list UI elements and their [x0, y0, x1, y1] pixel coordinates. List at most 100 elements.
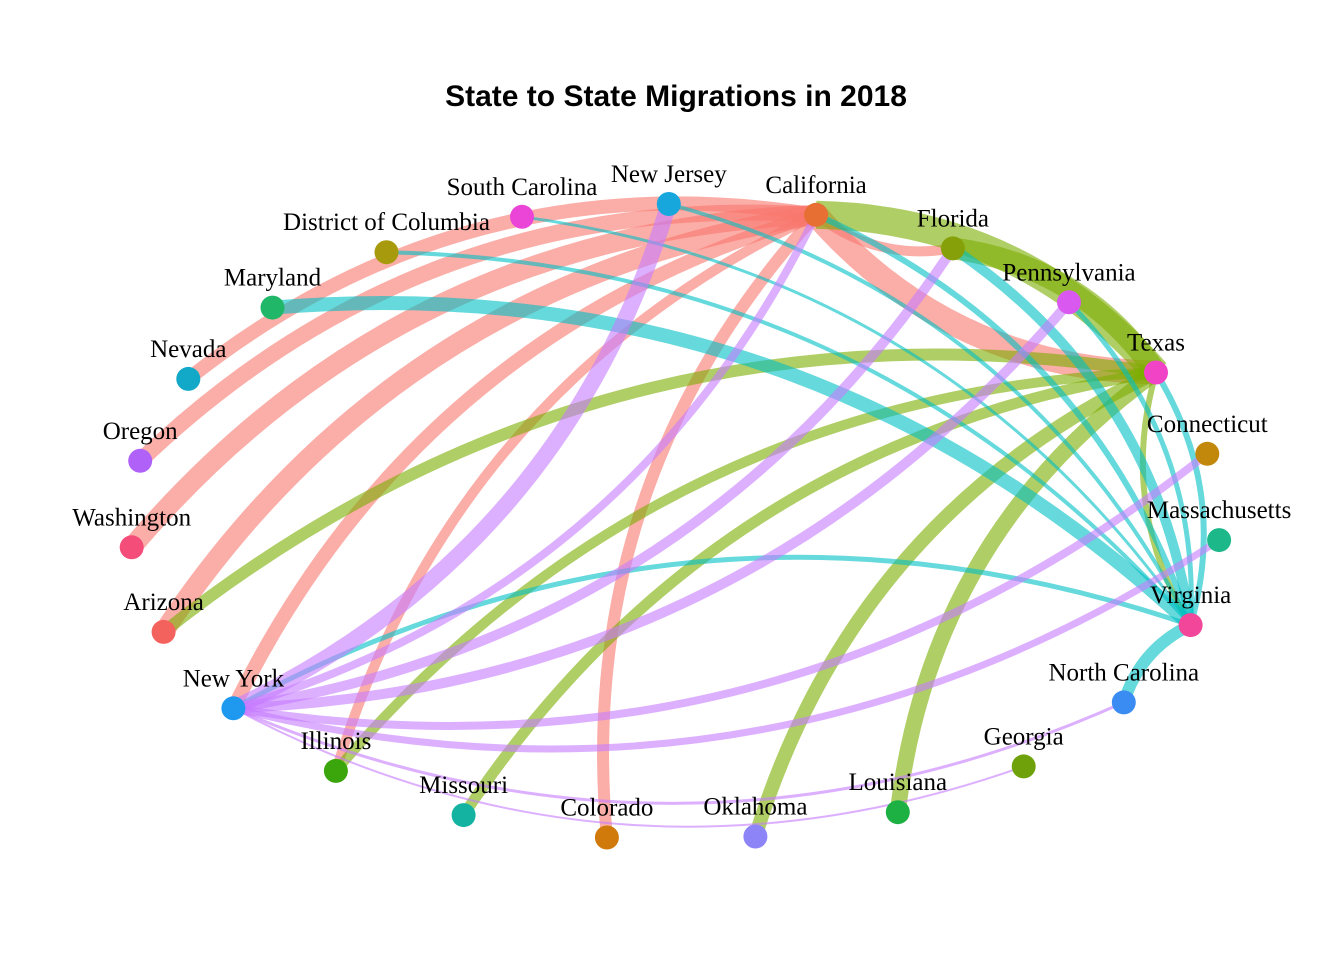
node-nevada: Nevada — [150, 336, 226, 391]
node-label-pennsylvania: Pennsylvania — [1002, 259, 1135, 286]
edge-california-to-colorado — [597, 210, 821, 839]
node-marker-virginia — [1178, 613, 1203, 638]
node-label-maryland: Maryland — [224, 265, 322, 292]
node-new-york: New York — [183, 665, 285, 721]
edge-layer — [124, 196, 1222, 839]
edge-virginia-to-florida — [950, 244, 1196, 626]
node-marker-texas — [1144, 360, 1168, 385]
node-missouri: Missouri — [419, 772, 508, 828]
edge-california-to-arizona — [155, 204, 818, 638]
edge-texas-to-arizona — [159, 348, 1157, 637]
edge-california-to-new-york — [227, 208, 819, 712]
edge-texas-to-florida — [951, 237, 1166, 379]
edge-new-york-to-north-carolina — [232, 701, 1125, 805]
node-north-carolina: North Carolina — [1048, 659, 1199, 715]
edge-new-york-to-georgia — [232, 707, 1025, 828]
node-label-new-york: New York — [183, 665, 285, 692]
node-label-missouri: Missouri — [419, 772, 508, 799]
edge-new-york-to-florida — [232, 245, 958, 714]
node-label-georgia: Georgia — [984, 723, 1064, 750]
node-label-nevada: Nevada — [150, 336, 226, 363]
node-arizona: Arizona — [123, 589, 204, 644]
node-marker-nevada — [176, 366, 201, 391]
edge-texas-to-louisiana — [889, 366, 1161, 814]
edge-california-to-illinois — [331, 210, 819, 773]
edge-virginia-to-new-jersey — [668, 202, 1193, 627]
node-label-district-of-columbia: District of Columbia — [283, 209, 490, 236]
node-marker-arizona — [151, 619, 176, 644]
node-marker-new-jersey — [656, 192, 681, 216]
node-label-oregon: Oregon — [103, 418, 178, 445]
node-south-carolina: South Carolina — [447, 174, 598, 229]
edge-california-to-nevada — [183, 196, 818, 385]
node-marker-connecticut — [1195, 441, 1220, 466]
edge-virginia-to-district-of-columbia — [386, 250, 1193, 627]
node-california: California — [765, 172, 867, 227]
node-washington: Washington — [72, 504, 192, 560]
node-label-louisiana: Louisiana — [849, 769, 948, 796]
node-label-new-jersey: New Jersey — [611, 161, 727, 188]
node-marker-north-carolina — [1111, 690, 1136, 715]
edge-new-york-to-california — [232, 213, 820, 713]
node-marker-florida — [940, 236, 965, 261]
node-layer: California Florida Pennsylvania Texas Connec… — [72, 161, 1291, 850]
edge-virginia-to-south-carolina — [521, 215, 1192, 626]
node-marker-california — [804, 202, 829, 227]
chart-title: State to State Migrations in 2018 — [445, 80, 907, 113]
node-marker-illinois — [323, 758, 348, 783]
node-pennsylvania: Pennsylvania — [1002, 259, 1136, 315]
node-marker-oklahoma — [743, 824, 768, 849]
node-maryland: Maryland — [224, 265, 322, 320]
node-marker-georgia — [1011, 754, 1036, 779]
node-marker-massachusetts — [1207, 528, 1232, 553]
node-label-illinois: Illinois — [300, 728, 371, 755]
node-illinois: Illinois — [300, 728, 371, 783]
edge-new-york-to-massachusetts — [232, 537, 1222, 753]
node-label-colorado: Colorado — [560, 795, 653, 822]
node-district-of-columbia: District of Columbia — [283, 209, 490, 265]
edge-virginia-to-new-york — [232, 554, 1192, 711]
node-florida: Florida — [917, 205, 989, 261]
edge-texas-to-missouri — [459, 367, 1157, 819]
edge-virginia-to-pennsylvania — [1067, 300, 1194, 626]
node-new-jersey: New Jersey — [611, 161, 727, 216]
node-marker-missouri — [451, 803, 476, 828]
node-marker-new-york — [221, 696, 246, 721]
node-label-oklahoma: Oklahoma — [703, 794, 807, 821]
node-label-florida: Florida — [917, 205, 989, 232]
node-marker-maryland — [260, 295, 285, 320]
node-marker-south-carolina — [510, 204, 534, 229]
node-colorado: Colorado — [560, 795, 653, 850]
edge-texas-to-illinois — [332, 367, 1157, 775]
edge-virginia-to-maryland — [271, 296, 1196, 631]
node-label-north-carolina: North Carolina — [1048, 659, 1199, 686]
node-marker-colorado — [594, 825, 619, 850]
edge-virginia-to-texas — [1153, 370, 1207, 626]
edge-new-york-to-connecticut — [232, 450, 1210, 730]
node-marker-pennsylvania — [1057, 290, 1081, 315]
node-label-washington: Washington — [72, 504, 191, 531]
node-marker-louisiana — [885, 800, 910, 825]
node-label-arizona: Arizona — [123, 589, 204, 616]
node-georgia: Georgia — [984, 723, 1064, 779]
node-marker-district-of-columbia — [374, 240, 399, 265]
edge-new-york-to-pennsylvania — [233, 299, 1073, 714]
node-label-california: California — [765, 172, 866, 199]
node-label-connecticut: Connecticut — [1147, 411, 1268, 438]
node-connecticut: Connecticut — [1147, 411, 1268, 466]
edge-virginia-to-california — [814, 212, 1194, 627]
node-massachusetts: Massachusetts — [1147, 497, 1291, 553]
node-oregon: Oregon — [103, 418, 178, 473]
node-louisiana: Louisiana — [849, 769, 948, 825]
node-virginia: Virginia — [1150, 582, 1231, 638]
node-label-texas: Texas — [1127, 330, 1185, 357]
node-marker-washington — [119, 535, 144, 560]
edge-new-york-to-new-jersey — [229, 201, 677, 716]
node-label-south-carolina: South Carolina — [447, 174, 598, 201]
node-texas: Texas — [1127, 330, 1185, 385]
node-oklahoma: Oklahoma — [703, 794, 807, 849]
node-marker-oregon — [128, 448, 153, 473]
node-label-massachusetts: Massachusetts — [1147, 497, 1291, 524]
node-label-virginia: Virginia — [1150, 582, 1231, 609]
